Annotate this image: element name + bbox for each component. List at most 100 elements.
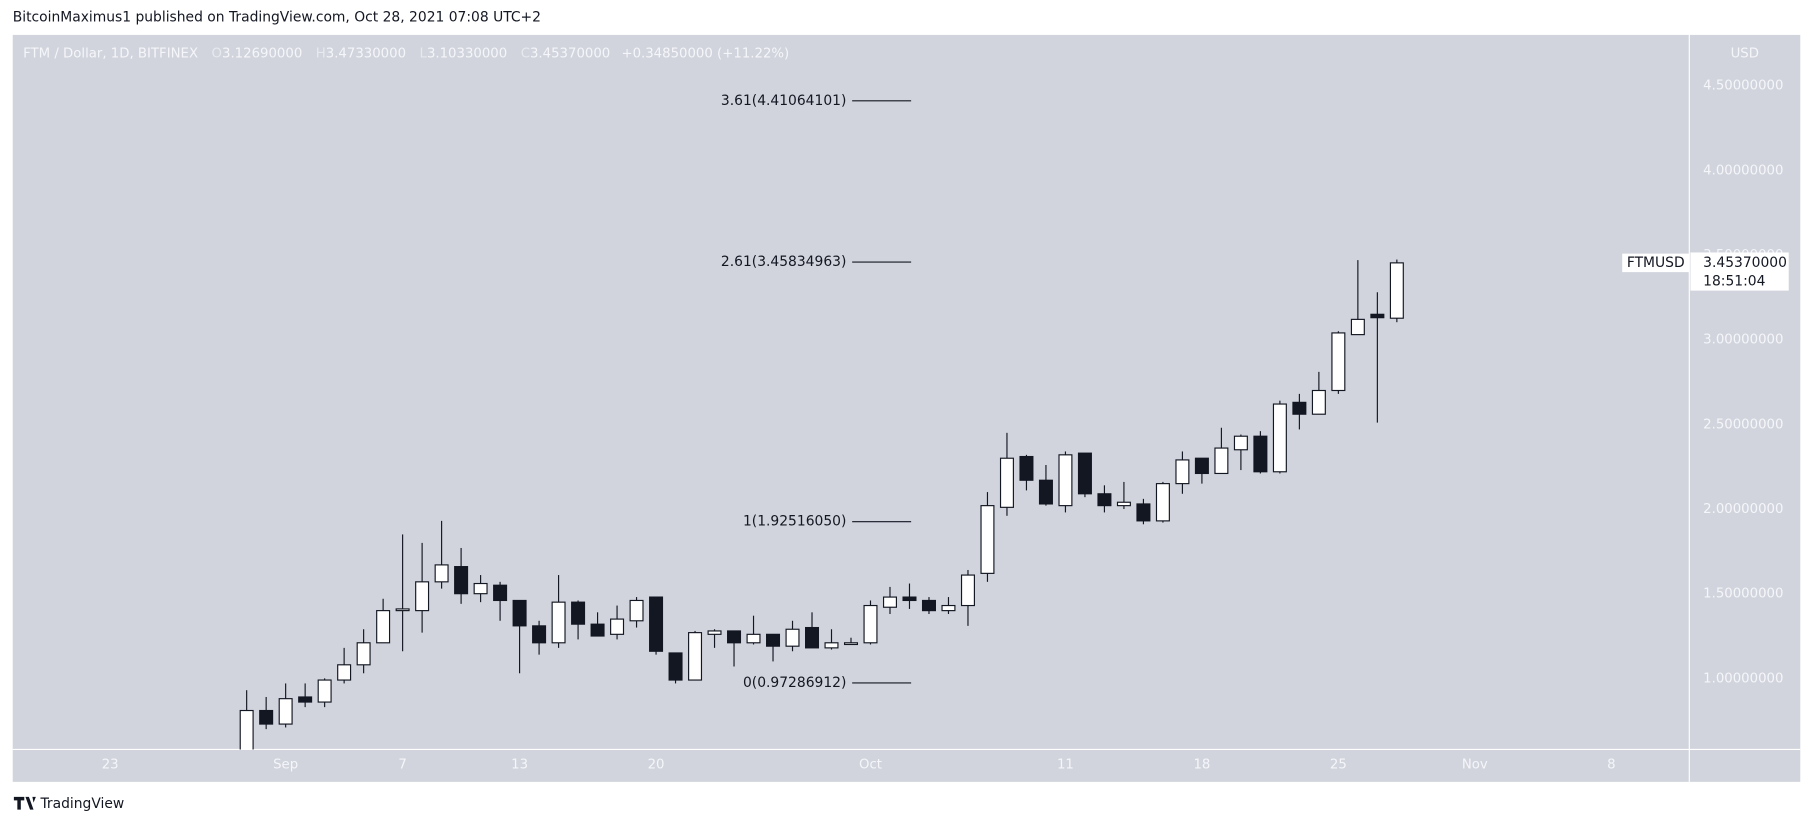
candle-body: [473, 582, 488, 595]
fib-label: 3.61(4.41064101): [721, 93, 846, 109]
candle-body: [551, 601, 566, 644]
candle-body: [804, 626, 820, 649]
x-tick-label: 20: [648, 758, 665, 773]
candle-body: [668, 652, 683, 681]
chart-panel: [12, 34, 1801, 782]
candle-body: [863, 604, 878, 644]
candle-body: [1194, 457, 1209, 475]
candle-body: [434, 564, 449, 583]
symbol-title: FTM / Dollar, 1D, BITFINEX: [23, 46, 198, 61]
footer-brand: TradingView: [39, 796, 124, 812]
candle-body: [532, 625, 547, 644]
ohlc-value: 3.45370000: [530, 46, 610, 61]
footer-logo: TradingView: [13, 796, 124, 812]
change: +0.34850000 (+11.22%): [621, 46, 789, 61]
logo-icon: [13, 796, 36, 810]
candle-body: [298, 696, 313, 703]
x-tick-label: Oct: [859, 758, 882, 773]
candle-body: [1350, 318, 1365, 336]
y-tick-label: 1.50000000: [1703, 587, 1783, 602]
legend-text: FTM / Dollar, 1D, BITFINEX O3.12690000 H…: [23, 46, 789, 61]
header-title: BitcoinMaximus1 published on TradingView…: [13, 10, 541, 26]
candle-body: [1155, 483, 1170, 522]
y-tick-label: 2.00000000: [1703, 502, 1783, 517]
candle-body: [727, 630, 742, 644]
candle-body: [629, 599, 644, 622]
axis-unit: USD: [1731, 46, 1759, 61]
candle-body: [610, 618, 625, 635]
fib-label: 2.61(3.45834963): [721, 254, 846, 270]
candle-body: [688, 632, 703, 681]
candle-body: [1019, 455, 1034, 481]
candle-body: [239, 709, 254, 750]
x-tick-label: 11: [1057, 758, 1074, 773]
x-tick-label: 8: [1607, 758, 1615, 773]
candle-body: [766, 633, 781, 647]
candle-body: [1097, 493, 1112, 507]
ohlc-letter: L: [420, 46, 428, 61]
candle-body: [317, 679, 332, 703]
candle-body: [415, 581, 430, 612]
candle-body: [980, 505, 995, 574]
candle-body: [1136, 503, 1151, 522]
candle-body: [999, 457, 1014, 508]
candle-body: [843, 642, 859, 646]
x-tick-label: 18: [1193, 758, 1210, 773]
candle-body: [278, 698, 293, 725]
candle-body: [356, 642, 371, 666]
candle-body: [1272, 403, 1287, 473]
candle-body: [824, 642, 839, 649]
candle-body: [960, 574, 975, 607]
ohlc-value: 3.12690000: [222, 46, 302, 61]
candle-body: [1331, 332, 1346, 392]
candle-body: [1214, 447, 1229, 475]
candle-body: [921, 599, 936, 612]
ohlc-letter: C: [521, 46, 530, 61]
ohlc-legend: FTM / Dollar, 1D, BITFINEX O3.12690000 H…: [23, 46, 789, 61]
y-tick-label: 3.00000000: [1703, 333, 1783, 348]
candle-body: [493, 584, 508, 602]
candle-body: [707, 630, 722, 635]
x-tick-label: 23: [102, 758, 119, 773]
price-tag-box: [1690, 252, 1789, 291]
y-tick-label: 1.00000000: [1703, 671, 1783, 686]
candle-body: [902, 596, 917, 602]
candle-body: [1292, 401, 1307, 415]
candle-body: [1116, 501, 1131, 507]
candle-body: [454, 566, 469, 595]
price-tag: 3.45370000: [1703, 255, 1787, 271]
x-tick-label: Sep: [273, 758, 298, 773]
candle-body: [1077, 452, 1092, 495]
candle-body: [1233, 435, 1248, 451]
y-tick-label: 4.00000000: [1703, 163, 1783, 178]
candle-body: [1370, 313, 1385, 319]
plot: 1.00000000 1.50000000 2.00000000 2.50000000…: [102, 79, 1789, 773]
candle-body: [1311, 389, 1326, 415]
x-tick-label: 7: [398, 758, 406, 773]
ohlc-letter: O: [212, 46, 222, 61]
x-tick-label: 13: [511, 758, 528, 773]
candle-body: [882, 596, 898, 608]
candle-body: [649, 596, 664, 652]
candle-body: [512, 599, 527, 627]
ohlc-letter: H: [316, 46, 326, 61]
y-tick-label: 4.50000000: [1703, 79, 1783, 94]
candle-body: [785, 628, 800, 647]
symbol-tag-box: [1622, 253, 1690, 273]
x-tick-label: 25: [1330, 758, 1347, 773]
countdown: 18:51:04: [1703, 273, 1765, 289]
candle-body: [376, 610, 391, 644]
ohlc-value: 3.47330000: [326, 46, 406, 61]
fib-label: 1(1.92516050): [743, 514, 846, 530]
candle-body: [259, 709, 274, 725]
y-tick-label: 2.50000000: [1703, 417, 1783, 432]
candle-body: [337, 664, 352, 681]
candle-body: [571, 601, 586, 625]
ohlc-value: 3.10330000: [427, 46, 507, 61]
candle-body: [395, 608, 410, 612]
candle-body: [1058, 454, 1073, 507]
candle-body: [1175, 459, 1190, 485]
symbol-tag: FTMUSD: [1627, 255, 1685, 271]
candle-body: [590, 623, 605, 637]
